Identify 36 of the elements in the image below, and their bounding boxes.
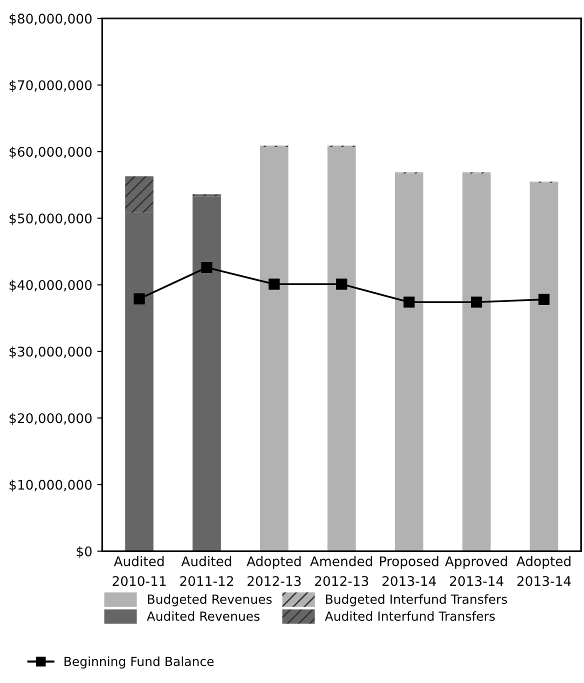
bar <box>260 146 288 552</box>
point <box>404 296 415 308</box>
y-tick-label: $40,000,000 <box>10 280 92 292</box>
legend-label: Audited Interfund Transfers <box>324 611 495 621</box>
y-tick-label: $10,000,000 <box>10 480 92 492</box>
bar <box>462 174 491 552</box>
point <box>201 262 212 274</box>
legend-label: Budgeted Interfund Transfers <box>326 594 507 606</box>
x-tick-label: Amended 2012-13 <box>310 556 372 586</box>
bar <box>530 182 558 552</box>
x-tick-label: Approved 2013-14 <box>444 556 507 586</box>
bar <box>394 174 424 552</box>
point <box>134 293 145 304</box>
x-tick-label: Adopted 2012-13 <box>246 556 301 586</box>
point <box>538 294 550 306</box>
y-tick-label: $80,000,000 <box>10 13 92 26</box>
x-tick-label: Audited 2010-11 <box>112 556 166 586</box>
y-tick-label: $30,000,000 <box>10 346 92 358</box>
x-tick-label: Audited 2011-12 <box>180 556 233 586</box>
bar <box>125 212 154 552</box>
y-tick-label: $0 <box>76 546 92 558</box>
bar <box>327 146 356 552</box>
legend-label: Budgeted Revenues <box>148 594 272 606</box>
point <box>268 278 280 290</box>
point <box>336 278 348 290</box>
bar <box>125 176 154 213</box>
y-tick-label: $50,000,000 <box>10 213 92 226</box>
point <box>470 296 482 308</box>
legend-label: Audited Revenues <box>146 611 260 621</box>
y-tick-label: $60,000,000 <box>10 146 92 159</box>
y-tick-label: $20,000,000 <box>10 412 92 425</box>
x-tick-label: Adopted 2013-14 <box>516 556 571 586</box>
legend-label: Beginning Fund Balance <box>64 656 214 669</box>
y-tick-label: $70,000,000 <box>10 80 92 92</box>
bar <box>192 196 221 552</box>
x-tick-label: Proposed 2013-14 <box>380 556 438 586</box>
